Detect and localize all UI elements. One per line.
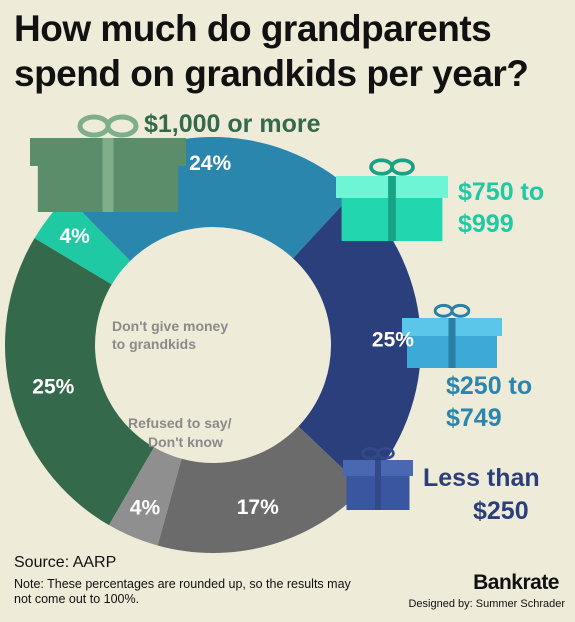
- slice-less-than-250: [293, 192, 421, 489]
- percent-750-to-999: 4%: [59, 225, 90, 248]
- slice-1000-or-more: [4, 238, 155, 526]
- brand-logo: Bankrate: [473, 571, 559, 594]
- designer-credit: Designed by: Summer Schrader: [408, 598, 565, 610]
- label-750-line1: $750 to: [458, 178, 544, 206]
- gift-icons: [30, 114, 502, 510]
- slice-dont-give: [109, 447, 182, 546]
- label-250-line1: $250 to: [446, 372, 532, 400]
- label-250-line2: $749: [446, 404, 502, 432]
- gift-icon-1000: [30, 114, 186, 212]
- source-text: Source: AARP: [14, 554, 117, 571]
- label-less-than-250-line1: Less than: [423, 464, 540, 492]
- donut-slices: [4, 137, 421, 554]
- note-text: Note: These percentages are rounded up, …: [14, 577, 351, 606]
- percent-dont-give: 4%: [130, 496, 161, 519]
- slice-750-to-999: [34, 196, 131, 285]
- percent-1000-or-more: 25%: [32, 375, 74, 398]
- label-less-than-250-line2: $250: [473, 497, 529, 525]
- label-refused-line1: Refused to say/: [128, 415, 232, 431]
- percent-refused: 17%: [237, 496, 279, 519]
- slice-refused: [157, 426, 364, 554]
- gift-icon-750: [336, 158, 448, 241]
- gift-icon-lt250: [343, 447, 413, 510]
- label-750-line2: $999: [458, 210, 514, 238]
- percent-less-than-250: 25%: [372, 328, 414, 351]
- label-dont-give-line2: to grandkids: [112, 336, 196, 352]
- page-title: How much do grandparents spend on grandk…: [14, 8, 529, 94]
- label-refused-line2: Don't know: [148, 434, 223, 450]
- percent-250-to-749: 24%: [189, 152, 231, 175]
- label-dont-give-line1: Don't give money: [112, 318, 228, 334]
- percent-labels: 25% 4% 24% 25% 17% 4%: [32, 152, 414, 519]
- gift-icon-250: [402, 303, 502, 368]
- label-1000-or-more: $1,000 or more: [144, 110, 321, 138]
